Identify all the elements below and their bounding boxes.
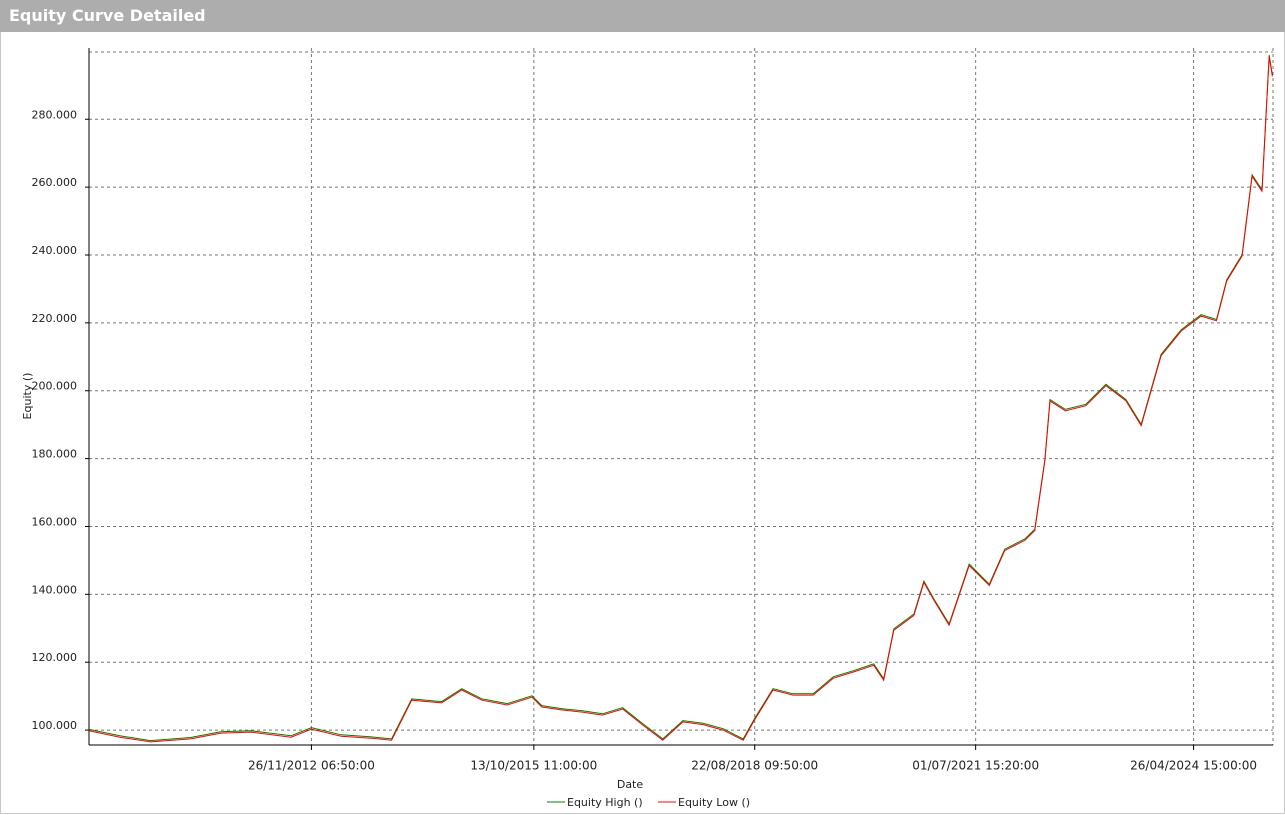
series-line (88, 55, 1273, 742)
y-tick-label: 280.000 (32, 108, 78, 121)
x-tick-label: 22/08/2018 09:50:00 (691, 759, 818, 773)
y-tick-label: 260.000 (32, 176, 78, 189)
y-tick-label: 200.000 (32, 380, 78, 393)
title-bar: Equity Curve Detailed (0, 0, 1285, 32)
x-tick-label: 01/07/2021 15:20:00 (912, 759, 1039, 773)
x-tick-label: 13/10/2015 11:00:00 (470, 759, 597, 773)
y-tick-label: 160.000 (32, 515, 78, 528)
y-tick-label: 140.000 (32, 583, 78, 596)
chart-title: Equity Curve Detailed (9, 6, 206, 25)
y-axis-label: Equity () (21, 373, 34, 420)
x-axis-label: Date (617, 778, 644, 791)
y-tick-label: 100.000 (32, 719, 78, 732)
y-tick-label: 240.000 (32, 244, 78, 257)
series-line (88, 56, 1273, 743)
legend-label: Equity High () (567, 796, 643, 809)
legend-label: Equity Low () (678, 796, 750, 809)
y-tick-label: 220.000 (32, 312, 78, 325)
y-tick-label: 120.000 (32, 651, 78, 664)
x-tick-label: 26/04/2024 15:00:00 (1130, 759, 1257, 773)
y-tick-label: 180.000 (32, 448, 78, 461)
x-tick-label: 26/11/2012 06:50:00 (248, 759, 375, 773)
